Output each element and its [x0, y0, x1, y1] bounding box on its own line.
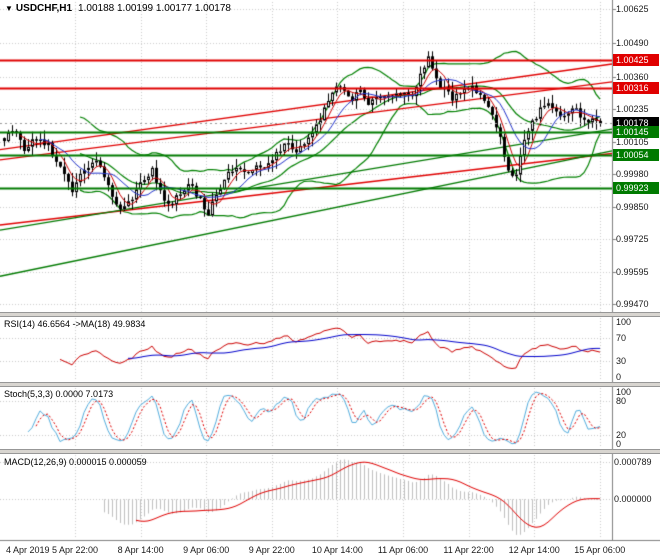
macd-axis-label: 0.000789: [614, 456, 652, 467]
panel-splitter-macd[interactable]: [0, 449, 660, 454]
time-axis-label: 10 Apr 14:00: [311, 545, 363, 555]
price-axis-label: 0.99595: [616, 267, 649, 278]
chart-title: ▼ USDCHF,H1 1.00188 1.00199 1.00177 1.0017…: [5, 3, 231, 14]
price-axis-label: 1.00360: [616, 71, 649, 82]
rsi-axis-label: 30: [616, 356, 627, 367]
time-axis-label: 11 Apr 22:00: [443, 545, 494, 555]
price-tag-resistance-1: 1.00425: [613, 54, 659, 67]
stoch-axis-label: 80: [616, 396, 627, 407]
panel-splitter-stochastic[interactable]: [0, 382, 660, 387]
rsi-axis-label: 0: [616, 372, 622, 382]
time-axis-label: 4 Apr 2019: [6, 545, 50, 555]
time-axis-label: 15 Apr 06:00: [574, 545, 626, 555]
price-axis-label: 0.99725: [616, 234, 649, 245]
price-tag-support-3: 0.99923: [613, 182, 659, 195]
price-axis-label: 0.99850: [616, 202, 649, 213]
macd-indicator-label: MACD(12,26,9) 0.000015 0.000059: [4, 457, 147, 467]
price-axis-label: 1.00235: [616, 103, 649, 114]
price-tag-support-1: 1.00145: [613, 125, 659, 138]
price-axis-label: 1.00490: [616, 38, 649, 49]
panel-splitter-rsi[interactable]: [0, 312, 660, 317]
stoch-axis-label: 100: [616, 387, 632, 397]
macd-axis-label: 0.000000: [614, 494, 652, 505]
rsi-axis-label: 100: [616, 317, 632, 327]
price-tag-resistance-2: 1.00316: [613, 81, 659, 94]
price-axis-label: 1.00105: [616, 136, 649, 147]
time-axis-label: 9 Apr 06:00: [183, 545, 230, 555]
chart-menu-triangle-icon: ▼: [5, 4, 13, 13]
price-tag-support-2: 1.00054: [613, 148, 659, 161]
price-axis-label: 0.99980: [616, 168, 649, 179]
stoch-axis-label: 0: [616, 439, 622, 449]
chart-ohlc-values: 1.00188 1.00199 1.00177 1.00178: [78, 3, 231, 14]
stochastic-indicator-label: Stoch(5,3,3) 0.0000 7.0173: [4, 389, 114, 399]
stoch-axis-label: 20: [616, 429, 627, 440]
time-axis-label: 11 Apr 06:00: [377, 545, 429, 555]
time-axis-label: 8 Apr 14:00: [117, 545, 164, 555]
time-axis-label: 5 Apr 22:00: [51, 545, 99, 555]
price-axis-label: 1.00625: [616, 3, 649, 14]
rsi-indicator-label: RSI(14) 46.6564 ->MA(18) 49.9834: [4, 319, 146, 329]
time-axis-label: 9 Apr 22:00: [248, 545, 295, 555]
chart-symbol-timeframe: USDCHF,H1: [15, 3, 73, 14]
rsi-axis-label: 70: [616, 332, 627, 343]
time-axis-label: 12 Apr 14:00: [508, 545, 560, 555]
price-axis-label: 0.99470: [616, 299, 649, 310]
